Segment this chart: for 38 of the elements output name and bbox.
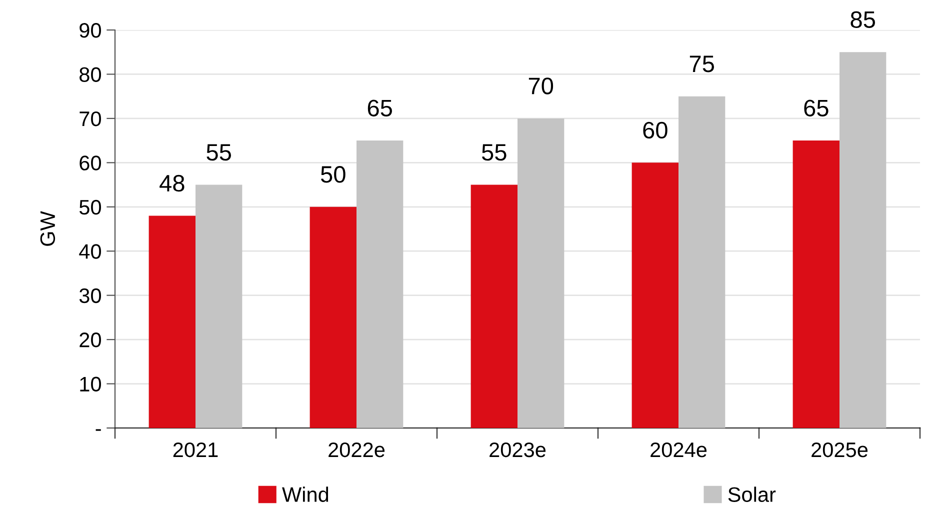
x-tick-label: 2023e: [490, 442, 546, 458]
y-tick-label: 80: [80, 67, 101, 82]
y-axis-title: GW: [40, 211, 56, 246]
bar: [356, 140, 404, 428]
y-tick-label: 50: [79, 200, 101, 215]
y-tick-label: -: [96, 429, 101, 431]
bar: [678, 96, 726, 428]
x-tick-label: 2021: [173, 442, 218, 458]
y-tick-label: 20: [80, 332, 101, 348]
bar: [148, 216, 196, 428]
y-tick-label: 60: [80, 156, 101, 170]
y-tick-label: 70: [80, 111, 101, 126]
data-label: 55: [482, 144, 506, 161]
data-label: 55: [206, 144, 231, 161]
data-label: 85: [850, 11, 875, 28]
bar: [310, 206, 356, 428]
bar: [632, 162, 678, 428]
bar: [196, 184, 242, 428]
y-tick-label: 30: [79, 288, 101, 304]
bar: [518, 118, 564, 428]
data-label: 60: [643, 122, 668, 139]
legend-label: Solar: [728, 486, 776, 502]
data-label: 70: [528, 78, 554, 94]
data-label: 65: [368, 100, 392, 116]
data-label: 75: [690, 56, 714, 72]
legend-label: Wind: [282, 486, 328, 502]
bar: [792, 140, 840, 428]
x-tick-label: 2024e: [650, 442, 707, 458]
bar: [470, 184, 518, 428]
data-label: 65: [804, 100, 828, 116]
data-label: 48: [160, 174, 184, 192]
bar: [840, 52, 886, 428]
x-tick-label: 2025e: [812, 442, 868, 458]
data-label: 50: [320, 166, 346, 183]
y-tick-label: 10: [80, 376, 101, 392]
y-tick-label: 90: [80, 23, 101, 38]
y-tick-label: 40: [79, 244, 101, 259]
x-tick-label: 2022e: [328, 442, 385, 458]
